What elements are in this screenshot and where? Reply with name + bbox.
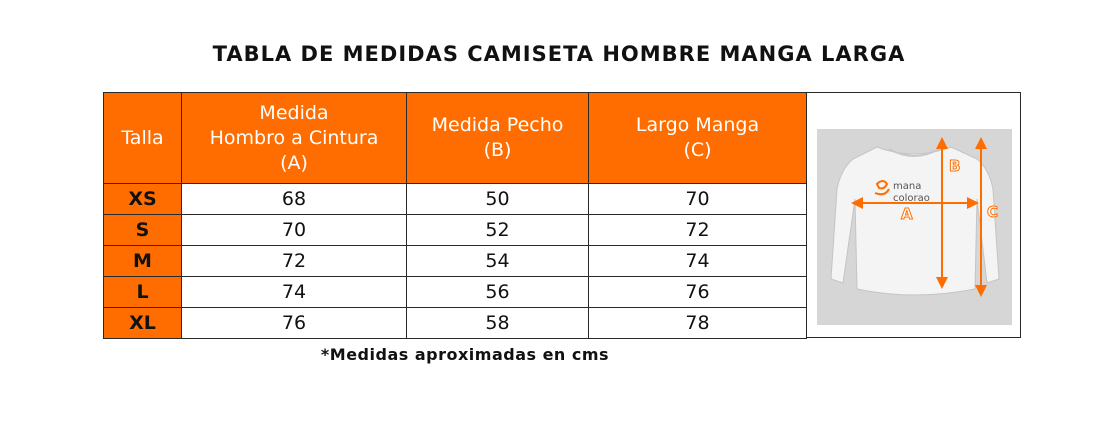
label-a: A bbox=[901, 205, 913, 223]
value-b-cell: 50 bbox=[406, 183, 589, 215]
size-cell: S bbox=[103, 214, 182, 246]
value-c-cell: 78 bbox=[588, 307, 807, 339]
size-cell: L bbox=[103, 276, 182, 308]
table-row: M 72 54 74 bbox=[103, 245, 807, 277]
value-b-cell: 56 bbox=[406, 276, 589, 308]
label-b: B bbox=[949, 157, 960, 175]
value-a-cell: 76 bbox=[181, 307, 407, 339]
value-c-cell: 74 bbox=[588, 245, 807, 277]
value-c-cell: 72 bbox=[588, 214, 807, 246]
size-cell: XL bbox=[103, 307, 182, 339]
footnote: *Medidas aproximadas en cms bbox=[320, 345, 610, 364]
table-row: XS 68 50 70 bbox=[103, 183, 807, 215]
header-pecho: Medida Pecho (B) bbox=[406, 92, 589, 184]
table-row: S 70 52 72 bbox=[103, 214, 807, 246]
value-c-cell: 76 bbox=[588, 276, 807, 308]
header-talla: Talla bbox=[103, 92, 182, 184]
page-title: TABLA DE MEDIDAS CAMISETA HOMBRE MANGA L… bbox=[212, 42, 906, 66]
value-a-cell: 74 bbox=[181, 276, 407, 308]
table-row: L 74 56 76 bbox=[103, 276, 807, 308]
value-b-cell: 54 bbox=[406, 245, 589, 277]
label-c: C bbox=[987, 203, 998, 221]
size-cell: XS bbox=[103, 183, 182, 215]
value-a-cell: 72 bbox=[181, 245, 407, 277]
table-row: XL 76 58 78 bbox=[103, 307, 807, 339]
table-header-row: Talla Medida Hombro a Cintura (A) Medida… bbox=[103, 92, 807, 184]
size-chart-table: Talla Medida Hombro a Cintura (A) Medida… bbox=[103, 92, 807, 339]
header-hombro-cintura: Medida Hombro a Cintura (A) bbox=[181, 92, 407, 184]
svg-text:mana: mana bbox=[893, 181, 921, 192]
value-a-cell: 68 bbox=[181, 183, 407, 215]
value-b-cell: 58 bbox=[406, 307, 589, 339]
size-cell: M bbox=[103, 245, 182, 277]
value-c-cell: 70 bbox=[588, 183, 807, 215]
value-a-cell: 70 bbox=[181, 214, 407, 246]
header-largo-manga: Largo Manga (C) bbox=[588, 92, 807, 184]
sweatshirt-measure-icon: mana colorao A B C bbox=[817, 129, 1012, 325]
shirt-diagram: mana colorao A B C bbox=[806, 92, 1021, 338]
value-b-cell: 52 bbox=[406, 214, 589, 246]
sweatshirt-icon bbox=[830, 146, 1000, 296]
